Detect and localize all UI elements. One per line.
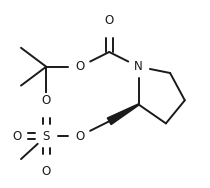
Text: O: O [42,165,51,178]
Text: O: O [42,94,51,107]
Text: N: N [134,60,143,73]
Text: O: O [75,60,84,73]
Polygon shape [107,104,139,125]
Text: S: S [42,130,50,143]
Text: O: O [12,130,21,143]
Text: O: O [105,14,114,27]
Text: O: O [75,130,84,143]
